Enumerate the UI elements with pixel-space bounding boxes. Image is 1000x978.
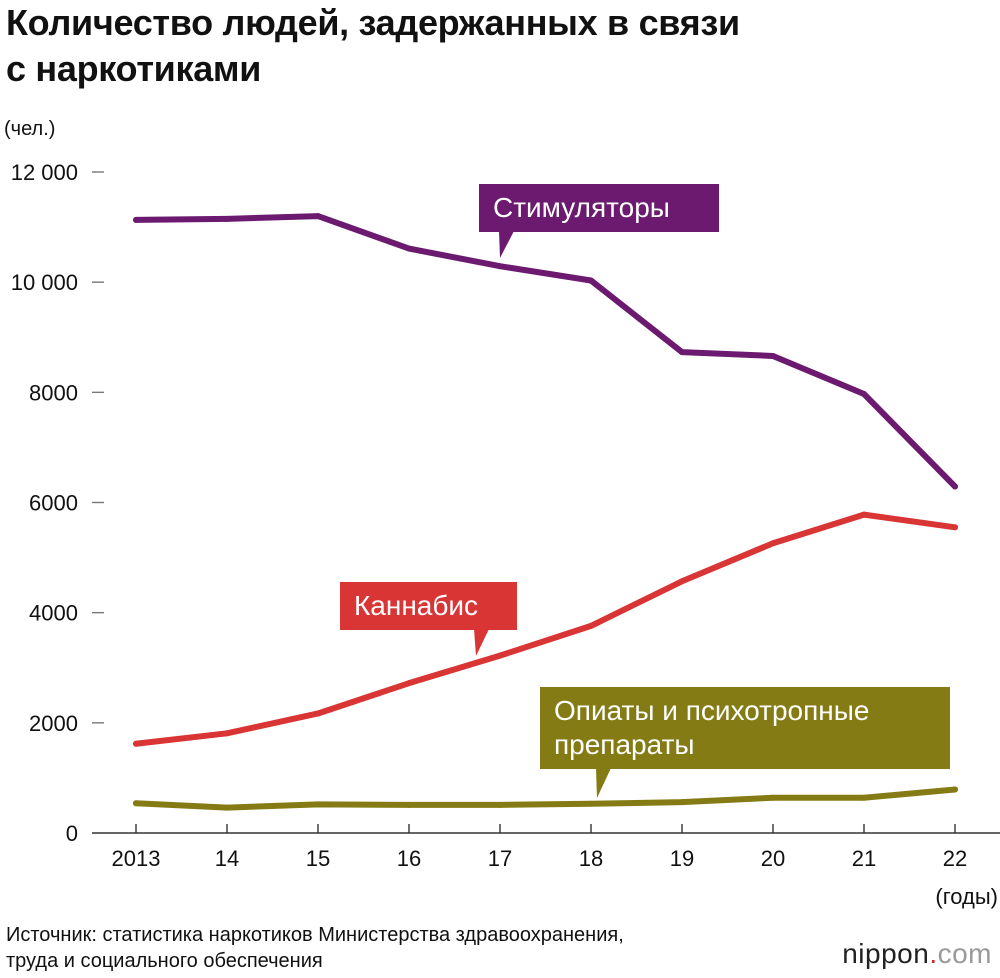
nippon-logo: nippon.com bbox=[842, 938, 992, 970]
series-label-cannabis: Каннабис bbox=[340, 582, 517, 656]
data-point-opiates bbox=[588, 800, 594, 807]
label-text: Опиаты и психотропные bbox=[554, 695, 869, 726]
source-line-1: Источник: статистика наркотиков Министер… bbox=[6, 924, 624, 946]
data-point-cannabis bbox=[315, 710, 321, 717]
series-line-opiates bbox=[133, 786, 958, 811]
data-point-cannabis bbox=[497, 652, 503, 659]
brand-dot: . bbox=[929, 938, 938, 969]
data-point-opiates bbox=[861, 794, 867, 801]
x-tick-label: 18 bbox=[579, 846, 603, 871]
data-point-opiates bbox=[497, 801, 503, 808]
label-text: Каннабис bbox=[354, 590, 478, 621]
title-line-1: Количество людей, задержанных в связи bbox=[6, 2, 740, 43]
label-box bbox=[340, 582, 517, 630]
data-point-opiates bbox=[770, 794, 776, 801]
data-point-stimulants bbox=[679, 349, 685, 356]
y-axis-unit-label: (чел.) bbox=[4, 118, 55, 140]
y-tick-label: 8000 bbox=[29, 380, 78, 405]
brand-name: nippon bbox=[842, 938, 930, 969]
series-line-stimulants bbox=[133, 213, 958, 490]
y-tick-label: 12 000 bbox=[11, 160, 78, 185]
data-point-cannabis bbox=[588, 622, 594, 629]
data-point-stimulants bbox=[770, 352, 776, 359]
y-tick-label: 4000 bbox=[29, 601, 78, 626]
brand-tld: com bbox=[937, 938, 992, 969]
data-point-opiates bbox=[952, 786, 958, 793]
label-box bbox=[540, 687, 950, 769]
label-text: препараты bbox=[554, 729, 695, 760]
data-point-stimulants bbox=[588, 277, 594, 284]
data-point-opiates bbox=[224, 804, 230, 811]
y-tick-label: 10 000 bbox=[11, 270, 78, 295]
label-box bbox=[479, 184, 719, 232]
x-tick-label: 15 bbox=[306, 846, 330, 871]
label-pointer bbox=[596, 768, 611, 798]
data-point-stimulants bbox=[861, 390, 867, 397]
x-tick-label: 2013 bbox=[112, 846, 161, 871]
series-label-stimulants: Стимуляторы bbox=[479, 184, 719, 258]
label-pointer bbox=[474, 629, 489, 656]
data-point-stimulants bbox=[224, 215, 230, 222]
source-line-2: труда и социального обеспечения bbox=[6, 950, 323, 972]
data-point-opiates bbox=[406, 801, 412, 808]
x-tick-label: 16 bbox=[397, 846, 421, 871]
x-axis-unit-label: (годы) bbox=[935, 884, 998, 909]
data-point-stimulants bbox=[497, 263, 503, 270]
data-point-cannabis bbox=[770, 540, 776, 547]
label-text: Стимуляторы bbox=[493, 192, 670, 223]
x-tick-label: 14 bbox=[215, 846, 239, 871]
x-tick-label: 20 bbox=[761, 846, 785, 871]
source-note: Источник: статистика наркотиков Министер… bbox=[6, 922, 826, 974]
data-point-opiates bbox=[315, 801, 321, 808]
data-point-cannabis bbox=[224, 730, 230, 737]
series-line-cannabis bbox=[133, 511, 958, 747]
y-tick-label: 0 bbox=[66, 821, 78, 846]
y-tick-label: 6000 bbox=[29, 491, 78, 516]
data-point-stimulants bbox=[406, 245, 412, 252]
data-point-opiates bbox=[679, 799, 685, 806]
title-line-2: с наркотиками bbox=[6, 48, 262, 89]
chart-title: Количество людей, задержанных в связи с … bbox=[6, 0, 996, 92]
y-tick-label: 2000 bbox=[29, 711, 78, 736]
data-point-cannabis bbox=[406, 680, 412, 687]
data-point-cannabis bbox=[679, 578, 685, 585]
x-tick-label: 22 bbox=[943, 846, 967, 871]
label-pointer bbox=[499, 231, 514, 258]
data-point-stimulants bbox=[315, 213, 321, 220]
data-point-opiates bbox=[133, 800, 139, 807]
data-point-cannabis bbox=[861, 511, 867, 518]
x-tick-label: 21 bbox=[852, 846, 876, 871]
data-point-cannabis bbox=[952, 524, 958, 531]
data-point-stimulants bbox=[133, 216, 139, 223]
data-point-cannabis bbox=[133, 740, 139, 747]
data-point-stimulants bbox=[952, 483, 958, 490]
x-tick-label: 19 bbox=[670, 846, 694, 871]
x-tick-label: 17 bbox=[488, 846, 512, 871]
